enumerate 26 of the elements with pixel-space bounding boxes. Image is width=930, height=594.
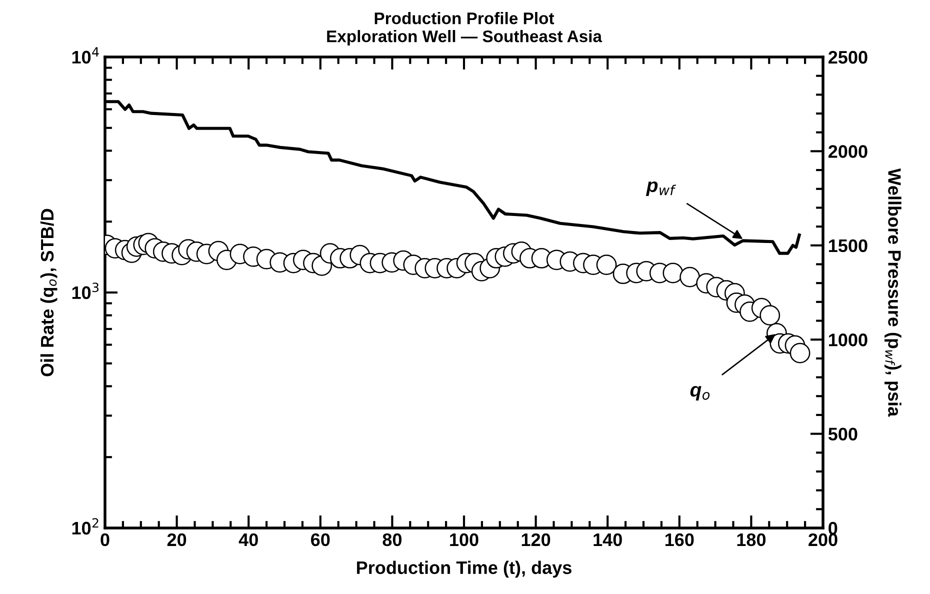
y-tick-label: 10$^{3}$ [72, 282, 99, 300]
x-axis-title: Production Time (t), days [357, 560, 572, 578]
annotation: p$_{wf}$ [646, 181, 676, 196]
x-tick-label: 20 [167, 533, 186, 546]
y2-axis-title: Wellbore Pressure (p$_{wf}$), psia [884, 168, 902, 417]
y2-tick-label: 2000 [828, 145, 868, 158]
x-tick-label: 40 [238, 533, 258, 546]
y-axis-title: Oil Rate (q$_{o}$), STB/D [40, 208, 58, 376]
annotation: q$_{o}$ [690, 386, 710, 400]
y-tick-label: 10$^{4}$ [72, 47, 99, 64]
x-tick-label: 0 [100, 533, 110, 546]
x-tick-label: 140 [594, 533, 622, 546]
y2-tick-label: 500 [828, 428, 858, 441]
x-tick-label: 180 [737, 533, 766, 546]
x-tick-label: 120 [522, 533, 550, 546]
x-tick-label: 100 [450, 533, 478, 546]
x-tick-label: 60 [311, 533, 330, 546]
chart-title: Production Profile Plot [374, 12, 554, 24]
y2-tick-label: 1500 [829, 239, 868, 252]
x-tick-label: 80 [382, 533, 402, 546]
y2-tick-label: 2500 [828, 50, 868, 64]
y-tick-label: 10$^{2}$ [72, 518, 98, 535]
y2-tick-label: 1000 [829, 334, 868, 346]
chart-subtitle: Exploration Well — Southeast Asia [327, 30, 602, 46]
x-tick-label: 160 [665, 533, 694, 546]
x-tick-label: 200 [808, 533, 838, 546]
